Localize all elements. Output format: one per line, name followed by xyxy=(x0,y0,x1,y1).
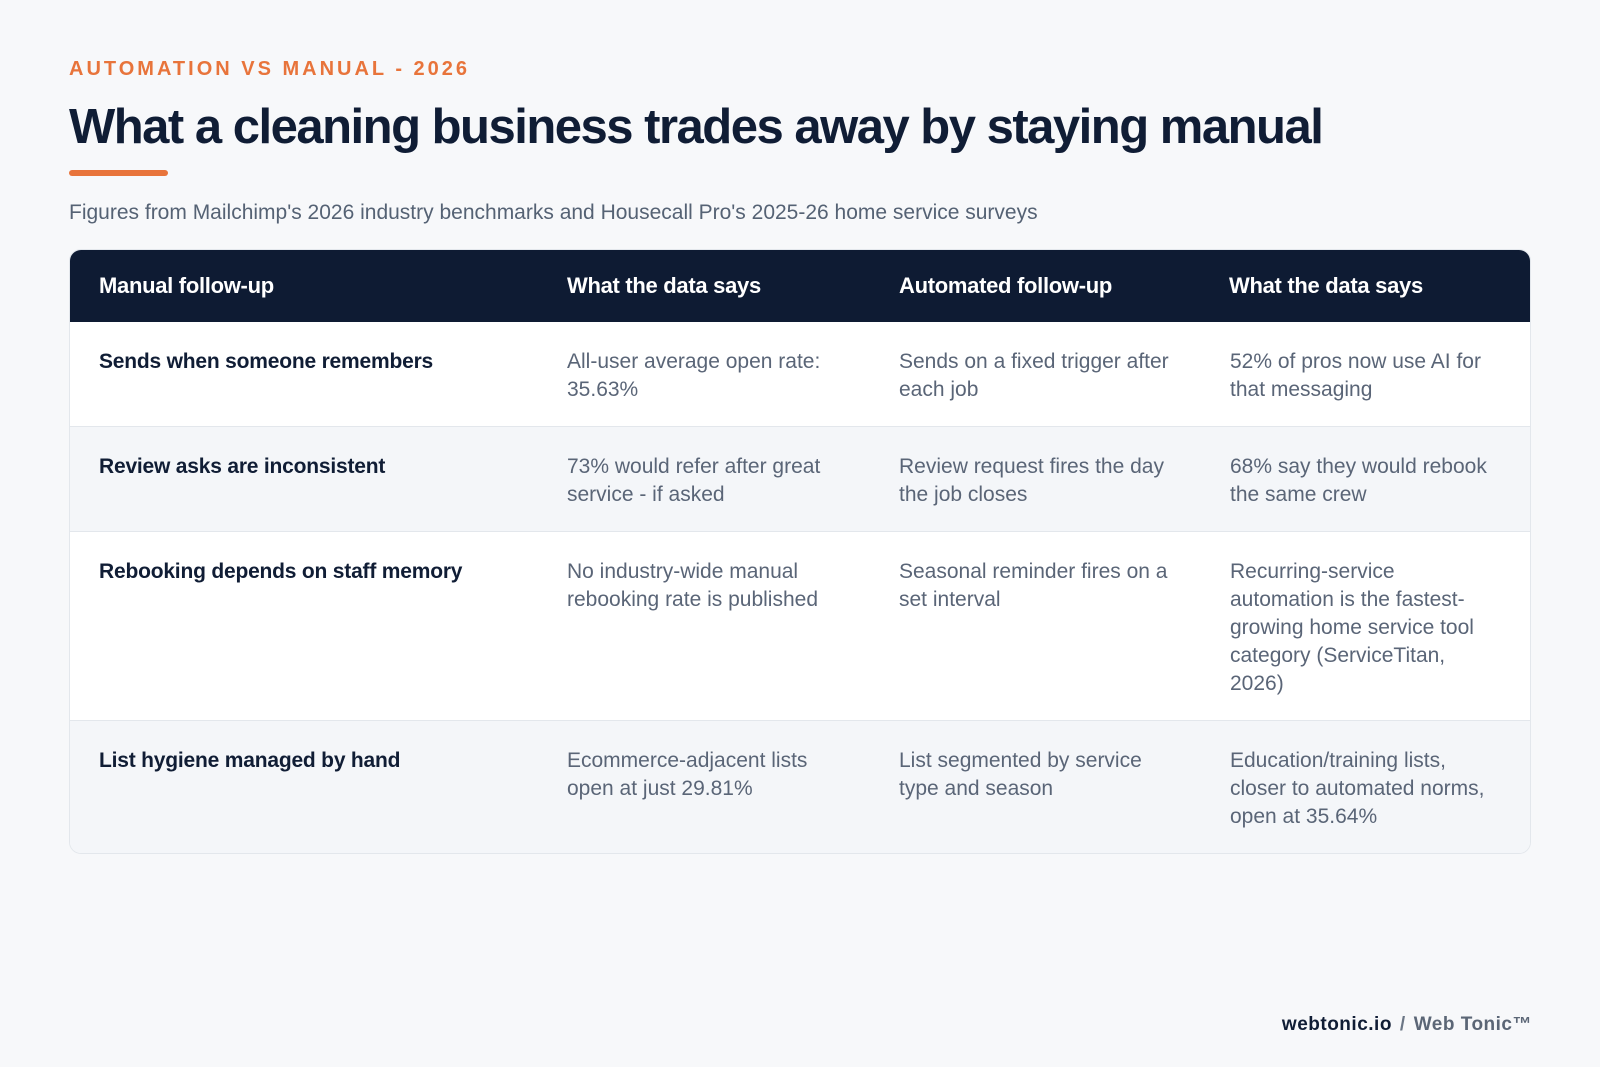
column-header-manual: Manual follow-up xyxy=(99,272,274,298)
row-label: Review asks are inconsistent xyxy=(70,425,537,532)
page-subtitle: Figures from Mailchimp's 2026 industry b… xyxy=(69,200,1038,224)
table-row: Sends when someone remembers All-user av… xyxy=(70,322,1530,427)
table-cell: 73% would refer after great service - if… xyxy=(537,425,869,532)
footer-separator: / xyxy=(1399,1014,1406,1035)
table-row: Review asks are inconsistent 73% would r… xyxy=(70,425,1530,532)
column-header-automated: Automated follow-up xyxy=(899,272,1113,298)
table-cell: Education/training lists, closer to auto… xyxy=(1200,719,1530,853)
table-cell: Sends on a fixed trigger after each job xyxy=(899,349,1169,401)
table-cell: Recurring-service automation is the fast… xyxy=(1200,530,1530,721)
table-row: Rebooking depends on staff memory No ind… xyxy=(70,530,1530,721)
table-cell: Review request fires the day the job clo… xyxy=(869,425,1200,532)
page: AUTOMATION VS MANUAL - 2026 What a clean… xyxy=(69,58,1531,854)
row-label: List hygiene managed by hand xyxy=(70,719,537,853)
comparison-table: Manual follow-up What the data says Auto… xyxy=(70,249,1530,853)
footer-brand: Web Tonic™ xyxy=(1413,1014,1532,1035)
accent-divider xyxy=(69,169,168,176)
footer-site: webtonic.io xyxy=(1281,1014,1392,1035)
column-header-manual-data: What the data says xyxy=(567,272,761,298)
table-row: List hygiene managed by hand Ecommerce-a… xyxy=(70,719,1530,853)
table-cell: List segmented by service type and seaso… xyxy=(869,719,1200,853)
row-label: Sends when someone remembers xyxy=(99,349,434,373)
comparison-table-card: Manual follow-up What the data says Auto… xyxy=(69,248,1531,854)
table-cell: 52% of pros now use AI for that messagin… xyxy=(1230,349,1481,401)
page-title: What a cleaning business trades away by … xyxy=(69,100,1324,154)
row-label: Rebooking depends on staff memory xyxy=(70,530,537,721)
table-cell: No industry-wide manual rebooking rate i… xyxy=(537,530,869,721)
footer-credit: webtonic.io / Web Tonic™ xyxy=(1282,1014,1532,1036)
eyebrow-label: AUTOMATION VS MANUAL - 2026 xyxy=(69,58,471,80)
table-cell: Seasonal reminder fires on a set interva… xyxy=(869,530,1200,721)
table-cell: All-user average open rate: 35.63% xyxy=(567,349,821,401)
column-header-automated-data: What the data says xyxy=(1229,272,1423,298)
table-cell: Ecommerce-adjacent lists open at just 29… xyxy=(537,719,869,853)
table-cell: 68% say they would rebook the same crew xyxy=(1200,425,1530,532)
table-header-row: Manual follow-up What the data says Auto… xyxy=(70,249,1530,322)
